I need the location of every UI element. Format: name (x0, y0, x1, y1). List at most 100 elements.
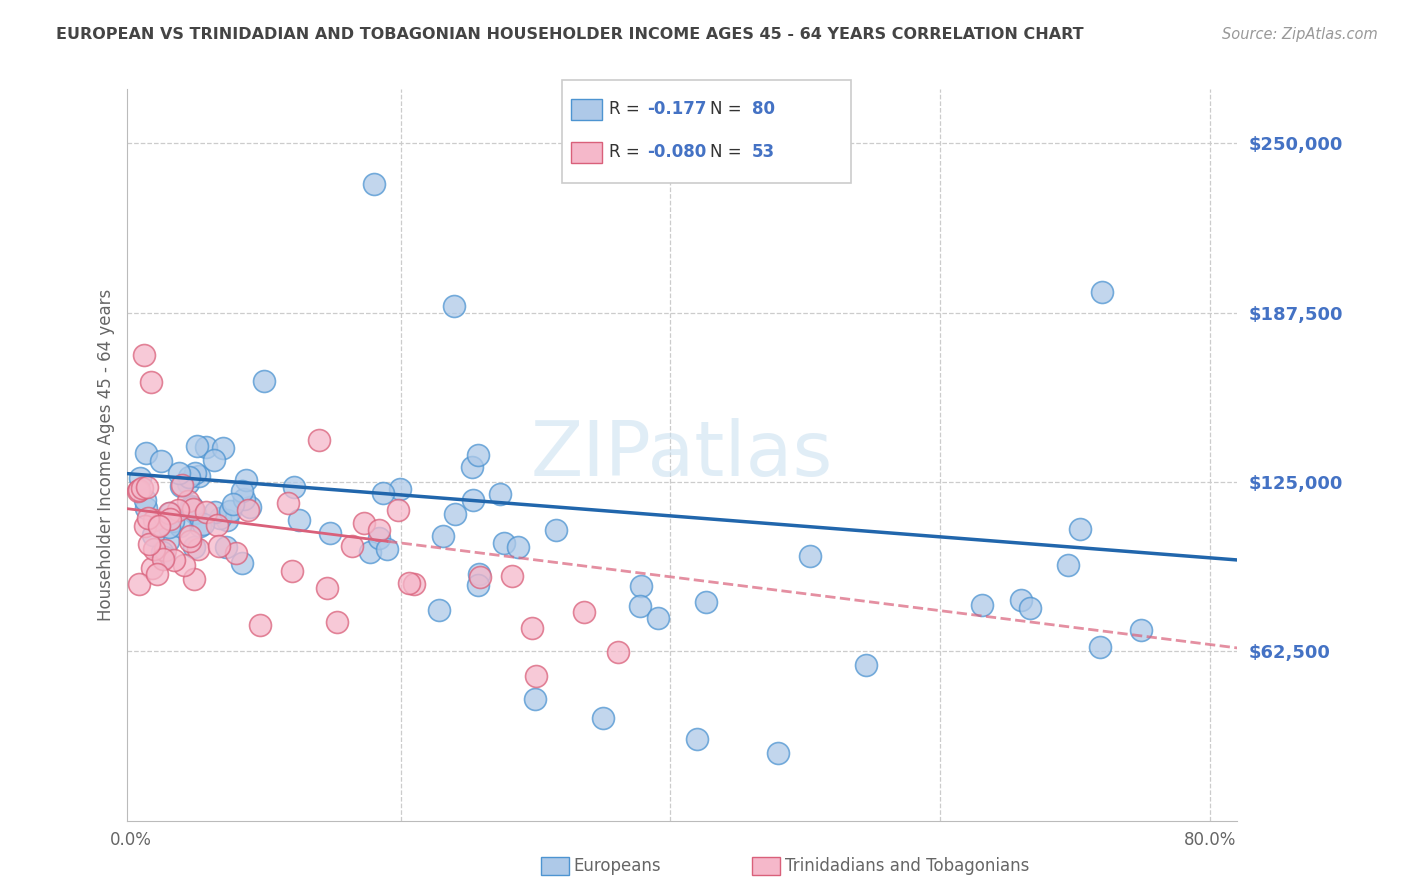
Point (215, 513, 238, 527)
Point (768, 746, 790, 760)
Point (524, 691, 547, 706)
Point (607, 645, 630, 659)
Point (277, 496, 299, 510)
Point (404, 577, 426, 591)
Point (187, 542, 209, 557)
Point (180, 499, 202, 513)
Point (148, 519, 170, 533)
Text: R =: R = (609, 143, 645, 161)
Point (177, 493, 200, 508)
Point (153, 543, 176, 558)
Point (186, 439, 208, 453)
Point (1056, 558, 1078, 572)
Text: Europeans: Europeans (574, 857, 661, 875)
Point (572, 605, 595, 619)
Point (233, 492, 256, 507)
Point (129, 471, 152, 485)
Point (134, 492, 156, 507)
Point (138, 537, 160, 551)
Point (179, 529, 201, 543)
Point (188, 468, 211, 483)
Text: ZIPatlas: ZIPatlas (530, 418, 834, 491)
Point (225, 546, 247, 560)
Point (461, 493, 484, 508)
Point (235, 473, 257, 487)
Point (1069, 522, 1091, 536)
Point (204, 505, 226, 519)
Point (353, 516, 375, 530)
Point (159, 506, 181, 520)
Point (231, 483, 253, 498)
Point (524, 669, 547, 683)
Point (183, 466, 205, 480)
Point (148, 518, 170, 533)
Point (212, 441, 235, 455)
Point (183, 572, 205, 586)
Point (205, 517, 228, 532)
Point (686, 732, 709, 747)
Point (508, 541, 530, 555)
Point (127, 483, 149, 498)
Point (162, 515, 184, 529)
Point (647, 611, 669, 625)
Point (855, 657, 877, 672)
Point (387, 503, 409, 517)
Point (184, 506, 207, 520)
Point (150, 545, 173, 559)
Point (191, 516, 214, 531)
Point (138, 510, 160, 524)
Point (183, 541, 205, 555)
Point (157, 519, 180, 533)
Point (169, 518, 191, 533)
Point (492, 535, 515, 549)
Point (136, 480, 159, 494)
Point (142, 527, 165, 541)
Point (283, 480, 305, 494)
Point (368, 531, 391, 545)
Point (149, 453, 172, 467)
Point (288, 513, 311, 527)
Point (467, 577, 489, 591)
Point (238, 500, 260, 515)
Point (252, 374, 274, 388)
Point (195, 505, 218, 519)
Point (522, 622, 544, 636)
Point (181, 500, 204, 514)
Point (179, 470, 201, 484)
Point (143, 513, 166, 527)
Point (208, 539, 231, 553)
Point (546, 523, 568, 537)
Point (179, 534, 201, 549)
Point (280, 565, 302, 579)
Text: Trinidadians and Tobagonians: Trinidadians and Tobagonians (785, 857, 1029, 875)
Point (389, 482, 412, 496)
Point (325, 615, 347, 629)
Point (375, 541, 398, 556)
Point (134, 518, 156, 533)
Point (1019, 600, 1042, 615)
Point (489, 487, 512, 501)
Point (169, 466, 191, 480)
Point (231, 556, 253, 570)
Point (131, 481, 153, 495)
Text: -0.080: -0.080 (647, 143, 706, 161)
Point (157, 506, 180, 520)
Text: -0.177: -0.177 (647, 100, 706, 118)
Point (630, 579, 652, 593)
Point (236, 503, 259, 517)
Text: EUROPEAN VS TRINIDADIAN AND TOBAGONIAN HOUSEHOLDER INCOME AGES 45 - 64 YEARS COR: EUROPEAN VS TRINIDADIAN AND TOBAGONIAN H… (56, 27, 1084, 42)
Point (398, 576, 420, 591)
Point (145, 567, 167, 582)
Point (432, 529, 454, 543)
Point (427, 603, 450, 617)
Point (1091, 285, 1114, 300)
Y-axis label: Householder Income Ages 45 - 64 years: Householder Income Ages 45 - 64 years (97, 289, 115, 621)
Point (172, 478, 194, 492)
Point (218, 504, 240, 518)
Point (170, 479, 193, 493)
Point (188, 518, 211, 533)
Point (468, 567, 491, 582)
Point (467, 448, 489, 462)
Point (1129, 623, 1152, 637)
Point (970, 598, 993, 612)
